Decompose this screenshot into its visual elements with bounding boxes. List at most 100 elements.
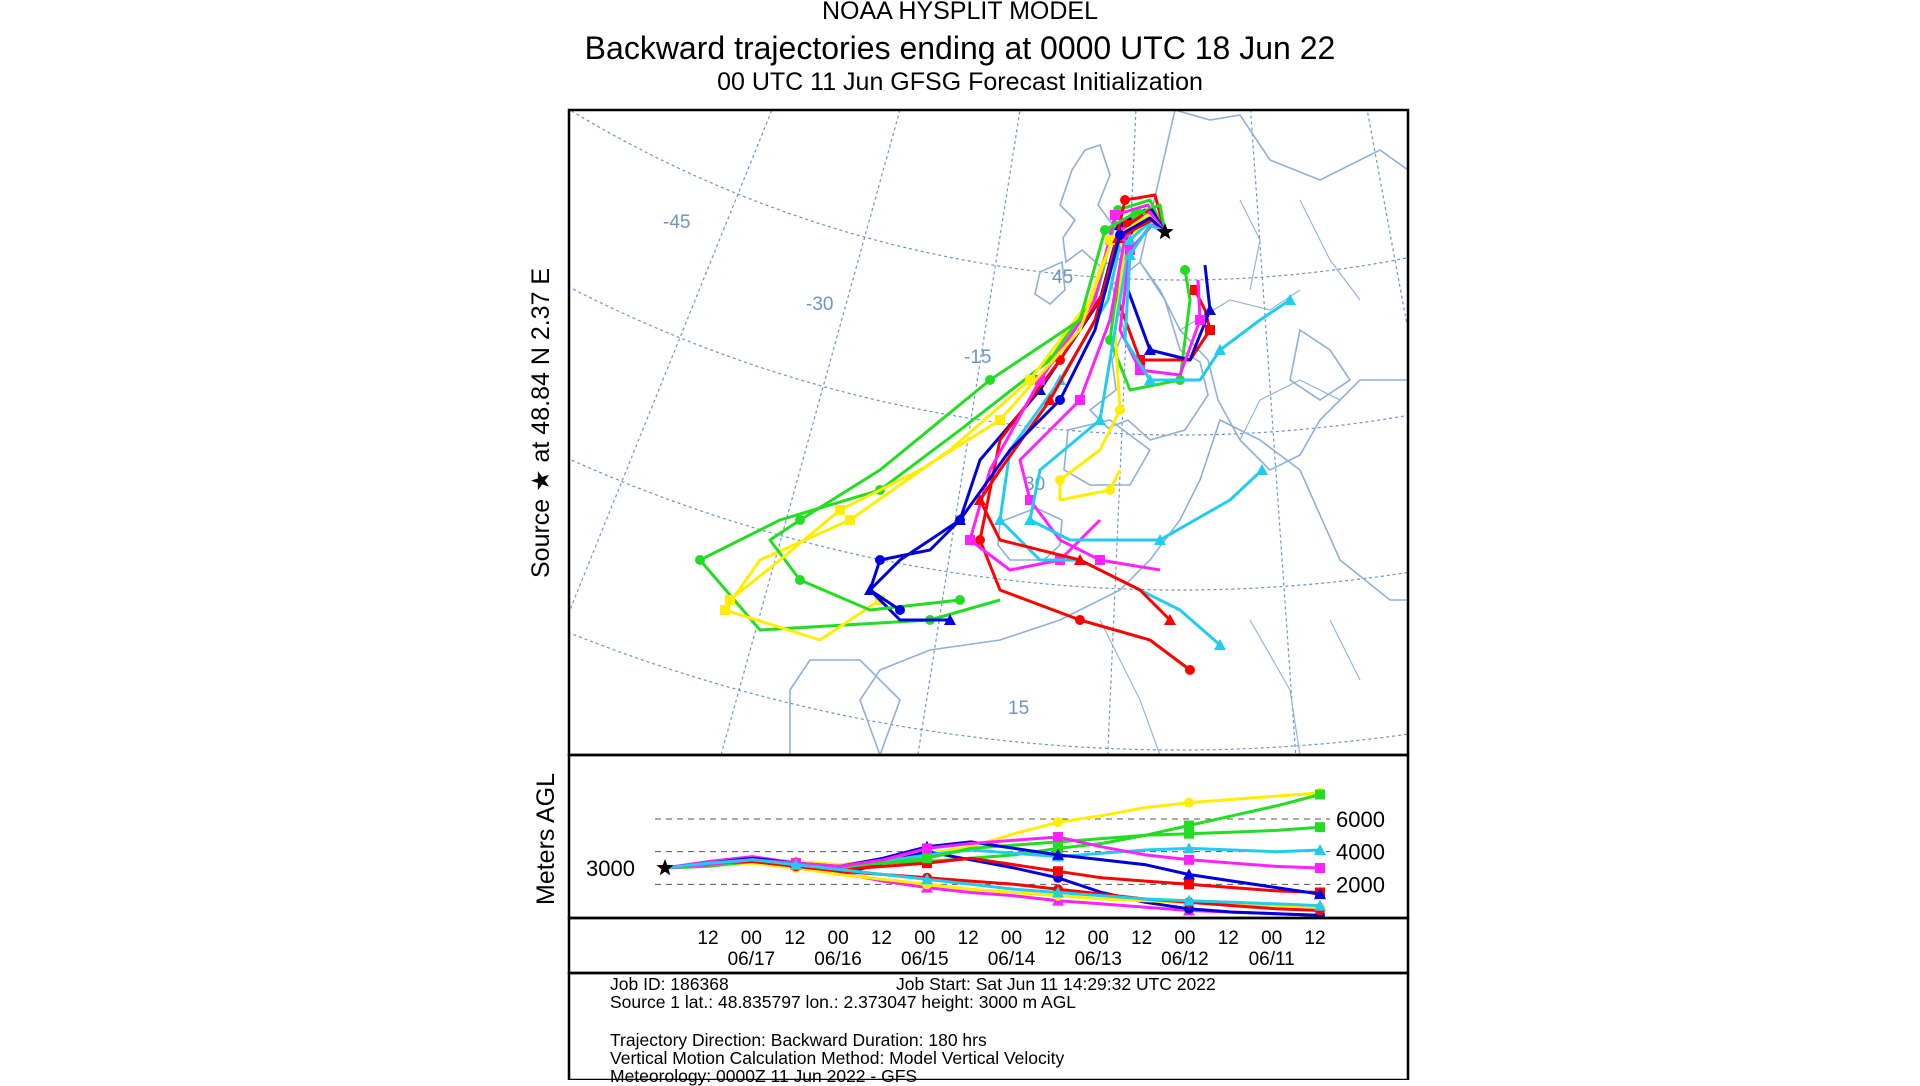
trajectory-marker: [994, 514, 1006, 525]
height-series-point: [1183, 842, 1195, 854]
time-tick-date: 06/13: [1074, 949, 1122, 970]
graticule-meridian: [917, 110, 1021, 755]
height-tick-label: 6000: [1336, 807, 1385, 832]
height-series-point: [1053, 817, 1063, 828]
height-series-point: [1315, 822, 1325, 833]
height-series-line: [664, 858, 1321, 908]
time-tick-hour: 00: [1261, 928, 1282, 949]
trajectory-marker: [1024, 514, 1036, 525]
trajectory-marker: [1185, 665, 1195, 675]
coastline: [1088, 260, 1209, 441]
time-tick-date: 06/15: [901, 949, 949, 970]
panel-frames: [567, 108, 1410, 1080]
height-series-point: [1053, 866, 1063, 877]
height-series-point: [1314, 844, 1326, 856]
trajectory-marker: [1120, 195, 1130, 205]
height-series-point: [1184, 854, 1194, 865]
height-series-point: [1314, 888, 1326, 900]
trajectory-marker: [1256, 464, 1268, 475]
trajectory-marker: [1205, 325, 1215, 335]
trajectory-path: [978, 218, 1172, 622]
graticule-parallel: [569, 631, 1408, 751]
coastline: [789, 659, 901, 755]
time-tick-hour: 12: [958, 928, 979, 949]
country-border: [1099, 619, 1161, 755]
trajectory-path: [1028, 218, 1264, 542]
trajectory-marker: [1154, 534, 1166, 545]
coastline: [859, 418, 1408, 755]
height-panel: [655, 787, 1330, 918]
height-series-point: [1184, 820, 1194, 831]
trajectory-path: [768, 208, 1166, 612]
trajectory-marker: [1075, 615, 1085, 625]
trajectory-path: [729, 213, 1167, 602]
time-tick-hour: 12: [1044, 928, 1065, 949]
trajectory-path: [1058, 218, 1166, 502]
trajectory-marker: [985, 375, 995, 385]
trajectory-marker: [1195, 315, 1205, 325]
graticule-meridian: [1107, 110, 1137, 755]
trajectory-marker: [1135, 365, 1145, 375]
trajectory-marker: [1214, 639, 1226, 650]
coastline: [1289, 328, 1352, 401]
trajectory-marker: [1180, 265, 1190, 275]
time-tick-hour: 12: [1131, 928, 1152, 949]
grid-label: -45: [663, 212, 690, 233]
height-series-point: [1052, 886, 1064, 898]
coastline: [1139, 110, 1408, 471]
trajectory-path: [1123, 223, 1291, 382]
trajectory-marker: [795, 575, 805, 585]
country-border: [1239, 199, 1261, 291]
vertical-motion: Vertical Motion Calculation Method: Mode…: [610, 1048, 1065, 1068]
trajectory-marker: [720, 605, 730, 615]
time-tick-hour: 12: [1218, 928, 1239, 949]
trajectory-marker: [1074, 554, 1086, 565]
job-id: Job ID: 186368: [610, 974, 729, 994]
country-border: [1299, 199, 1361, 301]
trajectory-marker: [835, 505, 845, 515]
height-source-star: [656, 859, 674, 876]
country-border: [1249, 619, 1301, 755]
time-tick-date: 06/11: [1249, 949, 1295, 970]
time-tick-date: 06/16: [814, 949, 862, 970]
height-series-point: [790, 858, 802, 870]
trajectory-marker: [845, 515, 855, 525]
trajectory-marker: [1025, 495, 1035, 505]
trajectory-marker: [1204, 304, 1216, 315]
graticule-parallel: [569, 286, 1408, 436]
graticule-meridian: [1680, 0, 1920, 832]
grid-label: 30: [1024, 474, 1045, 495]
source-info: Source 1 lat.: 48.835797 lon.: 2.373047 …: [610, 992, 1077, 1012]
trajectory-marker: [1115, 230, 1125, 240]
country-border: [1329, 619, 1361, 681]
trajectory-marker: [1025, 375, 1035, 385]
trajectory-marker: [995, 415, 1005, 425]
trajectory-marker: [875, 555, 885, 565]
trajectory-marker: [1144, 344, 1156, 355]
height-series-point: [1315, 789, 1325, 800]
graticule-meridian: [1250, 110, 1297, 755]
trajectory-marker: [1107, 235, 1117, 245]
chart-title: Backward trajectories ending at 0000 UTC…: [584, 30, 1336, 66]
trajectory-path: [968, 203, 1167, 572]
trajectory-path: [978, 193, 1191, 672]
height-series-point: [1053, 843, 1063, 854]
trajectory-marker: [975, 535, 985, 545]
grid-label: -30: [806, 294, 833, 315]
info-frame: [567, 971, 1410, 1080]
height-series-point: [921, 873, 933, 885]
time-tick-hour: 00: [1174, 928, 1195, 949]
trajectory-marker: [974, 494, 986, 505]
trajectory-marker: [895, 605, 905, 615]
height-series-point: [1053, 831, 1063, 842]
trajectory-marker: [1144, 374, 1156, 385]
height-series-line: [664, 860, 1321, 912]
graticule-parallel: [569, 458, 1408, 591]
axis-text: 2000 4000 6000 3000 12 00 12 00 12 00 12 00 12 00 12 00…: [586, 807, 1385, 970]
trajectory-marker: [955, 515, 965, 525]
time-tick-date: 06/12: [1161, 949, 1209, 970]
trajectory-marker: [955, 595, 965, 605]
trajectory-marker: [1284, 294, 1296, 305]
trajectory-marker: [1044, 394, 1056, 405]
trajectory-marker: [1055, 475, 1065, 485]
